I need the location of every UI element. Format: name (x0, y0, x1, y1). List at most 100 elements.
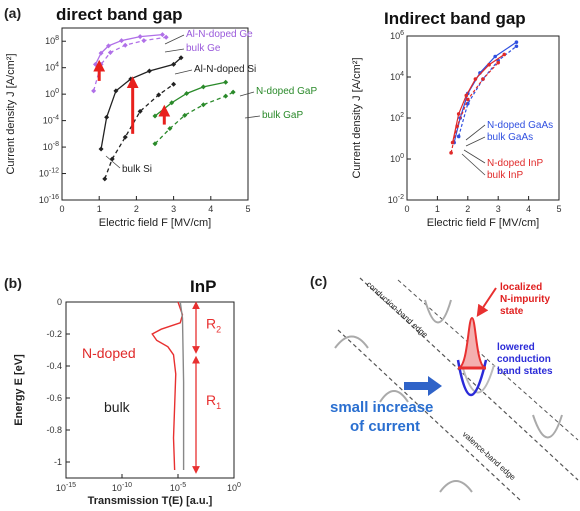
y-tick-label: 10-8 (43, 141, 59, 152)
x-tick-label: 4 (526, 204, 531, 214)
data-point (449, 151, 453, 155)
label-bulk-si: bulk Si (122, 164, 152, 175)
y-tick-label: -1 (54, 457, 62, 467)
conduction-parabola-2 (532, 414, 563, 439)
data-point (464, 93, 469, 98)
data-point (223, 93, 229, 99)
leader-line-1 (164, 48, 185, 53)
data-point (466, 97, 470, 102)
series-line-2 (452, 53, 505, 143)
series-line-0 (151, 301, 184, 471)
series-line-1 (179, 301, 185, 470)
x-axis-label: Transmission T(E) [a.u.] (88, 495, 213, 507)
y-tick-label: 104 (45, 62, 59, 73)
y-tick-label: -0.8 (46, 425, 62, 435)
conduction-edge-label: conduction-band edge (365, 280, 430, 340)
y-axis-label: Energy E [eV] (13, 354, 25, 426)
series-line-0 (94, 33, 163, 65)
data-point (113, 88, 119, 94)
y-tick-label: 10-4 (43, 115, 59, 126)
leader-line-0 (164, 34, 185, 45)
leader-line-3 (239, 91, 255, 97)
data-point (487, 62, 491, 67)
localized-label-3: state (500, 306, 524, 317)
data-point (514, 44, 519, 49)
data-point (178, 55, 184, 61)
x-tick-label: 2 (465, 204, 470, 214)
conduction-parabola-1 (424, 299, 452, 324)
data-point (137, 34, 143, 40)
label-bulk-ge: bulk Ge (186, 43, 221, 54)
y-tick-label: 10-12 (39, 168, 59, 179)
label-n-doped-gap: N-doped GaP (256, 86, 317, 97)
data-point (104, 114, 110, 120)
conduction-parabola-3 (461, 364, 495, 394)
data-point (92, 61, 98, 67)
x-tick-label: 5 (556, 204, 561, 214)
x-tick-label: 5 (245, 204, 250, 214)
x-tick-label: 2 (134, 204, 139, 214)
panel-b-letter: (b) (4, 275, 22, 291)
label-bulk-inp: bulk InP (487, 170, 523, 181)
data-point (98, 146, 104, 152)
label-n-doped-inp: N-doped InP (487, 158, 543, 169)
y-tick-label: 108 (45, 35, 59, 46)
data-point (106, 43, 111, 49)
plot-frame (65, 301, 235, 479)
data-point (514, 40, 519, 44)
data-point (473, 77, 478, 81)
data-point (141, 38, 147, 44)
x-tick-label: 10-10 (112, 482, 132, 493)
x-tick-label: 10-5 (170, 482, 186, 493)
localized-label-1: localized (500, 282, 542, 293)
x-tick-label: 4 (208, 204, 213, 214)
data-point (169, 100, 175, 106)
lowered-label-3: band states (497, 366, 553, 377)
valence-parabola-2 (379, 390, 409, 403)
region-r2-label: R2 (206, 315, 221, 334)
data-point (184, 90, 190, 96)
y-tick-label: 10-16 (39, 194, 59, 205)
y-tick-label: 100 (390, 153, 404, 164)
data-point (496, 60, 501, 65)
data-point (493, 54, 497, 59)
y-tick-label: -0.2 (46, 329, 62, 339)
data-point (456, 134, 461, 139)
data-point (159, 32, 165, 38)
data-point (171, 61, 177, 67)
panel-a-title: direct band gap (56, 5, 183, 24)
series-line-3 (104, 83, 174, 180)
increase-arrow (404, 376, 442, 396)
series-line-2 (100, 57, 182, 150)
data-point (146, 68, 152, 74)
data-point (230, 89, 236, 95)
leader-line-4 (244, 115, 261, 119)
y-tick-label: 102 (390, 112, 404, 123)
y-axis-label: Current density J [A/cm²] (5, 53, 17, 174)
data-point (102, 176, 108, 182)
data-point (455, 124, 459, 128)
data-point (119, 38, 125, 44)
data-point (122, 134, 128, 140)
x-tick-label: 0 (59, 204, 64, 214)
region-r1-label: R1 (206, 392, 221, 411)
x-tick-label: 3 (496, 204, 501, 214)
data-point (122, 42, 128, 48)
indirect-title: Indirect band gap (384, 9, 526, 28)
data-point (156, 92, 162, 98)
y-axis-label: Current density J [A/cm²] (351, 57, 363, 178)
panel-c-letter: (c) (310, 273, 327, 289)
panel-a-letter: (a) (4, 5, 21, 21)
x-tick-label: 1 (435, 204, 440, 214)
label-al-n-doped-si: Al-N-doped Si (194, 64, 256, 75)
series-line-1 (92, 36, 167, 92)
label-n-doped-gaas: N-doped GaAs (487, 120, 553, 131)
conduction-band-edge-line-2 (397, 279, 579, 441)
data-point (182, 112, 188, 118)
y-tick-label: 106 (390, 30, 404, 41)
data-point (502, 52, 507, 57)
x-tick-label: 0 (404, 204, 409, 214)
data-point (200, 84, 206, 90)
valence-parabola-3 (439, 480, 473, 493)
y-tick-label: -0.6 (46, 393, 62, 403)
